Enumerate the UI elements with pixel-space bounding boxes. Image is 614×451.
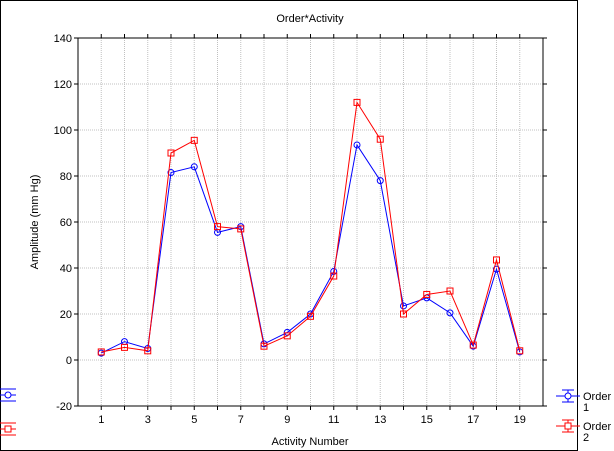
x-tick-label: 11 (328, 414, 339, 426)
series-line (101, 143, 521, 354)
data-point (121, 343, 128, 351)
legend-label: Order (583, 421, 611, 433)
y-axis-ticks: -20 0 20 40 60 80 100 120 140 (54, 33, 547, 413)
data-point (376, 135, 384, 143)
y-tick-label: 0 (66, 355, 72, 367)
y-axis-label: Amplitude (mm Hg) (29, 175, 41, 270)
x-axis-ticks: 1 3 5 7 9 11 13 15 17 19 (98, 34, 526, 426)
data-point (446, 309, 454, 317)
x-axis-label: Activity Number (271, 436, 348, 448)
legend-label-index: 2 (583, 432, 589, 444)
legend-label: Order (583, 391, 611, 403)
data-point (97, 348, 105, 356)
y-tick-label: 140 (54, 33, 72, 45)
data-point (144, 347, 152, 355)
data-point (283, 332, 291, 340)
data-point (376, 177, 384, 185)
y-tick-label: 60 (60, 217, 72, 229)
data-point (167, 169, 175, 177)
data-point (260, 342, 268, 350)
data-point (190, 163, 198, 171)
chart-frame (0, 0, 578, 451)
x-tick-label: 7 (238, 414, 244, 426)
data-point (330, 272, 338, 280)
series-2 (97, 98, 524, 356)
legend-marker (564, 392, 572, 400)
x-tick-label: 15 (421, 414, 433, 426)
data-point (493, 256, 500, 264)
data-point (469, 341, 477, 349)
legend-marker (564, 422, 572, 430)
y-tick-label: 20 (60, 309, 72, 321)
x-tick-label: 1 (98, 414, 104, 426)
y-tick-label: 80 (60, 171, 72, 183)
legend-label-index: 1 (583, 402, 589, 414)
data-point (190, 136, 198, 144)
data-point (214, 223, 221, 231)
y-tick-label: 120 (54, 79, 72, 91)
x-tick-label: 5 (191, 414, 197, 426)
series-line (101, 100, 521, 353)
series-group (97, 98, 524, 357)
left-legend-marker-2 (0, 422, 16, 436)
data-point (423, 290, 431, 298)
left-legend-marker-1 (0, 388, 16, 402)
data-point (516, 347, 524, 355)
data-point (307, 312, 314, 320)
x-tick-label: 3 (145, 414, 151, 426)
data-point (353, 98, 361, 106)
data-point (167, 149, 175, 157)
x-tick-label: 19 (514, 414, 526, 426)
data-point (400, 310, 407, 318)
x-tick-label: 17 (467, 414, 479, 426)
data-point (353, 141, 361, 149)
data-point (237, 225, 245, 233)
y-tick-label: 40 (60, 263, 72, 275)
x-tick-label: 9 (284, 414, 290, 426)
chart-title: Order*Activity (276, 13, 344, 25)
x-tick-label: 13 (374, 414, 386, 426)
data-point (400, 302, 407, 310)
y-tick-label: 100 (54, 125, 72, 137)
data-point (446, 287, 454, 295)
y-tick-label: -20 (56, 401, 72, 413)
